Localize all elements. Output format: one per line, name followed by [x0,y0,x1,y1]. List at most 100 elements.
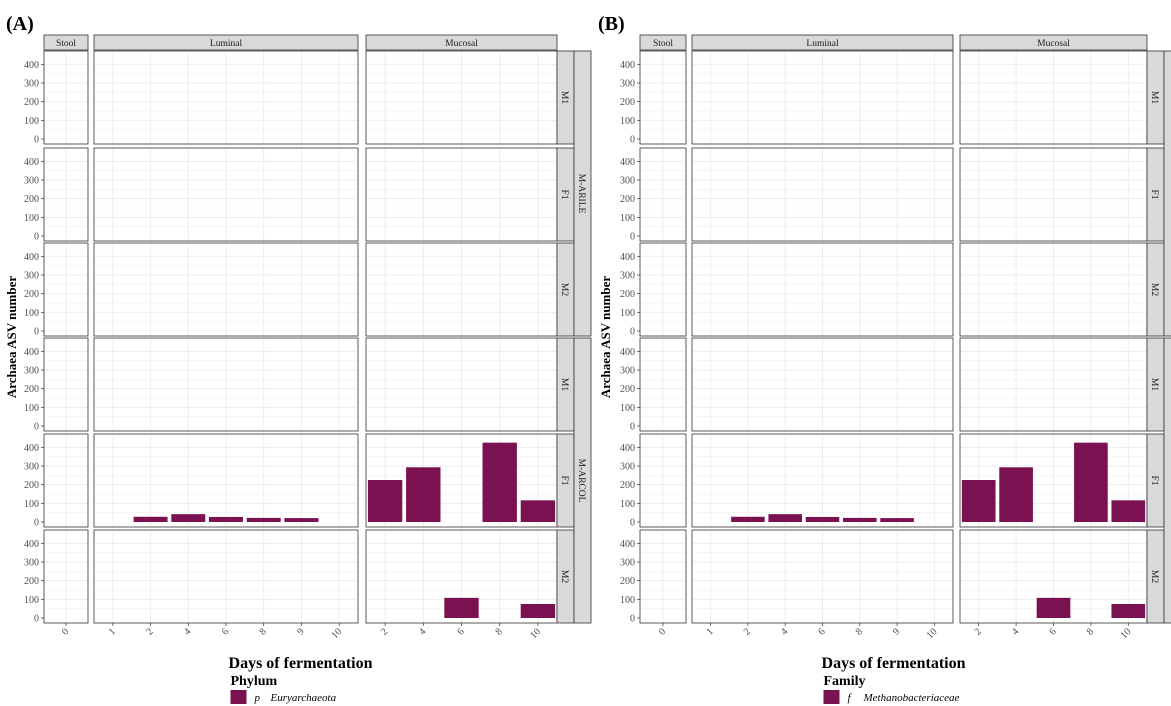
x-tick-label: 8 [854,626,865,637]
legend-title-text: Phylum [231,674,278,689]
y-tick-label: 300 [620,79,635,90]
group-strip-label: M-ARILE [576,174,586,214]
y-tick-label: 0 [630,614,635,625]
y-tick-label: 0 [630,135,635,146]
y-tick-label: 100 [620,213,635,224]
y-tick-label: 100 [620,595,635,606]
legend-swatch [230,690,247,704]
bar [1074,442,1108,522]
y-tick-label: 300 [620,366,635,377]
y-tick-label: 200 [620,480,635,491]
y-tick-label: 0 [630,327,635,338]
y-tick-label: 400 [620,60,635,71]
row-strip-label: F1 [1149,189,1159,199]
y-tick-label: 200 [24,289,39,300]
facet-panel-border [691,242,954,337]
x-tick-label: 10 [329,626,344,641]
facet-panel-border [691,147,954,242]
group-strip [573,50,592,337]
facet-panel-border [93,433,359,528]
panel-letter: (A) [6,13,34,35]
y-tick-label: 300 [620,558,635,569]
y-tick-label: 200 [620,97,635,108]
bar [1111,604,1146,618]
y-tick-label: 0 [34,135,39,146]
y-tick-label: 0 [34,422,39,433]
y-tick-label: 300 [24,366,39,377]
x-tick-label: 10 [925,626,940,641]
column-strip [43,34,89,51]
bar [768,514,802,522]
bar [482,442,517,522]
facet-panel-border [691,337,954,432]
facet-panel-border [639,337,687,432]
y-tick-label: 100 [620,499,635,510]
group-strip [573,337,592,624]
chart-panel-b: (B)Stool Luminal Mucosal0100200300400M1010… [598,13,1171,704]
x-tick-label: 6 [220,626,231,637]
y-tick-label: 200 [24,194,39,205]
y-tick-label: 0 [34,518,39,529]
row-strip-label: M2 [1149,570,1159,583]
y-tick-label: 100 [620,403,635,414]
y-tick-label: 400 [620,347,635,358]
legend-swatch [823,690,840,704]
y-tick-label: 200 [620,576,635,587]
bar [961,480,996,522]
bar [209,516,243,522]
y-tick-label: 0 [630,232,635,243]
y-axis-title: Archaea ASV number [598,276,613,399]
row-strip-label: M2 [1149,283,1159,296]
y-tick-label: 0 [34,327,39,338]
y-tick-label: 400 [620,539,635,550]
bar [1036,597,1071,618]
y-tick-label: 100 [24,213,39,224]
legend-item-label: Methanobacteriaceae [863,692,960,704]
row-strip-label: F1 [1149,475,1159,485]
facet-panel-border [43,50,89,145]
bar [843,517,877,522]
column-strip-label: Stool [56,39,76,49]
x-tick-label: 2 [973,626,984,637]
facet-panel-border [639,433,687,528]
bar [805,516,840,522]
row-strip-label: M2 [559,570,569,583]
y-tick-label: 400 [620,443,635,454]
y-tick-label: 300 [24,271,39,282]
facet-panel-border [639,50,687,145]
facet-panel-border [639,147,687,242]
legend-item-label: Euryarchaeota [270,692,337,704]
x-tick-label: 2 [379,626,390,637]
row-strip-label: F1 [559,475,569,485]
facet-panel-border [43,147,89,242]
x-tick-label: 6 [816,626,827,637]
y-axis-title: Archaea ASV number [4,276,19,399]
x-tick-label: 8 [1085,626,1096,637]
y-tick-label: 400 [24,443,39,454]
y-tick-label: 0 [630,518,635,529]
y-tick-label: 0 [34,232,39,243]
x-tick-label: 1 [704,626,715,637]
y-tick-label: 400 [24,347,39,358]
bar [171,514,206,522]
column-strip [691,34,954,51]
column-strip-label: Luminal [210,39,243,49]
y-tick-label: 400 [24,252,39,263]
column-strip-label: Luminal [806,39,839,49]
y-tick-label: 100 [24,403,39,414]
y-tick-label: 400 [620,252,635,263]
y-tick-label: 100 [620,308,635,319]
column-strip-label: Mucosal [445,39,478,49]
x-tick-label: 9 [295,626,306,637]
y-tick-label: 200 [24,480,39,491]
bar [520,500,556,522]
legend-item-prefix: f [848,692,853,704]
x-tick-label: 8 [494,626,505,637]
bar [880,518,914,522]
x-tick-label: 2 [144,626,155,637]
x-tick-label: 0 [657,626,668,637]
y-tick-label: 200 [24,97,39,108]
x-tick-label: 6 [455,626,466,637]
bar [520,604,556,618]
